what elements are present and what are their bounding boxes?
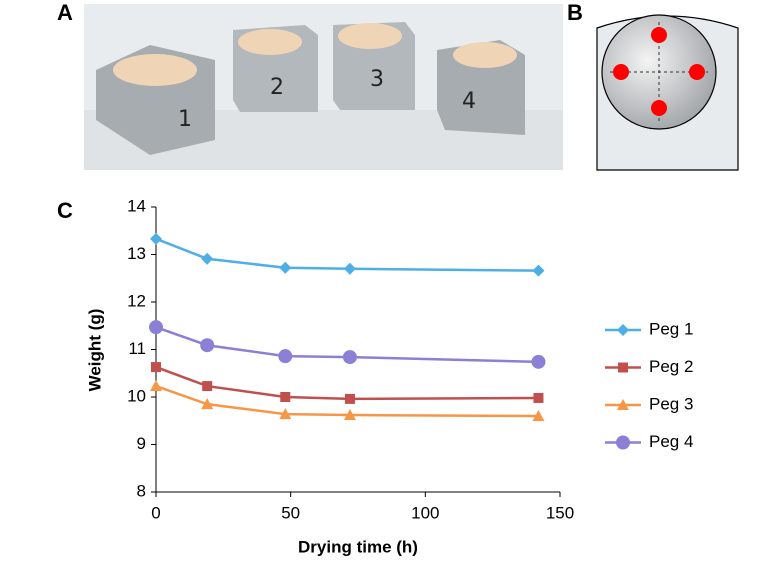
x-tick-label: 150 — [546, 503, 574, 522]
legend-label: Peg 1 — [649, 319, 693, 338]
legend-marker — [618, 362, 628, 373]
legend-marker — [616, 435, 630, 450]
x-tick-label: 100 — [411, 503, 439, 522]
y-tick-label: 9 — [137, 434, 146, 453]
marker — [343, 262, 356, 275]
x-tick-label: 50 — [281, 503, 300, 522]
panel-label: C — [57, 198, 73, 223]
marker — [150, 380, 162, 392]
y-tick-label: 12 — [127, 291, 146, 310]
marker — [343, 409, 356, 421]
marker — [151, 362, 161, 373]
y-tick-label: 8 — [137, 481, 146, 500]
y-tick-label: 11 — [128, 339, 146, 358]
diagram — [596, 14, 739, 171]
legend-label: Peg 3 — [649, 394, 693, 413]
marker — [532, 264, 545, 277]
marker — [279, 408, 292, 420]
marker — [201, 252, 214, 265]
legend-label: Peg 4 — [649, 432, 693, 451]
marker — [149, 320, 163, 335]
marker — [279, 261, 292, 274]
block-label: 3 — [370, 67, 384, 92]
panel-label: A — [57, 0, 73, 25]
marker — [342, 350, 357, 365]
y-tick-label: 10 — [127, 386, 146, 405]
legend-marker — [617, 399, 629, 410]
x-axis-label: Drying time (h) — [298, 537, 418, 556]
marker — [280, 392, 291, 402]
panel-label: B — [567, 0, 583, 25]
marker — [202, 381, 213, 392]
block-label: 4 — [462, 89, 476, 114]
marker — [532, 410, 545, 421]
marker — [201, 398, 214, 410]
y-tick-label: 13 — [127, 244, 146, 263]
marker — [278, 349, 293, 364]
legend-label: Peg 2 — [649, 357, 693, 376]
marker — [531, 354, 546, 369]
legend-marker — [617, 324, 629, 336]
block-label: 1 — [178, 107, 192, 132]
y-axis-label: Weight (g) — [85, 309, 104, 392]
y-tick-label: 14 — [127, 196, 146, 215]
photo: 1 2 3 4 — [84, 4, 563, 170]
marker — [344, 393, 355, 404]
block-label: 2 — [270, 75, 284, 100]
marker — [533, 392, 544, 403]
marker — [150, 232, 162, 245]
marker — [200, 338, 215, 353]
x-tick-label: 0 — [151, 503, 160, 522]
